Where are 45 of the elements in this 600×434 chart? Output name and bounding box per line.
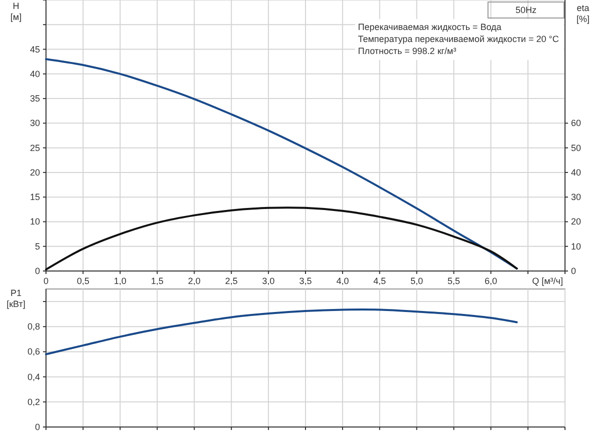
y-tick-label: 0,4 (27, 372, 40, 382)
x-tick-label: 0,5 (76, 276, 90, 286)
y-tick-label: 5 (34, 241, 40, 252)
y2-tick-label: 10 (571, 241, 582, 252)
y-tick-label: 0 (34, 422, 40, 432)
y-tick-label: 30 (30, 118, 40, 128)
annotation: 50Hz (515, 5, 537, 15)
x-tick-label: 1,0 (114, 276, 126, 286)
x-tick-label: 1,5 (150, 276, 164, 286)
x-tick-label: 5,0 (410, 276, 423, 286)
x-tick-label: 0 (43, 276, 49, 286)
y2-tick-label: 60 (571, 118, 582, 128)
y2-tick-label: 30 (571, 192, 582, 202)
y2-tick-label: 0 (571, 266, 576, 276)
y-tick-label: 45 (30, 44, 40, 54)
y2-axis-title: eta [%] (576, 3, 590, 24)
y-tick-label: 20 (30, 167, 40, 178)
y2-tick-label: 50 (571, 142, 582, 153)
annotation: Плотность = 998.2 кг/м³ (358, 46, 456, 56)
annotation: Температура перекачиваемой жидкости = 20 °C (358, 34, 560, 44)
y-tick-label: 0,2 (27, 396, 40, 407)
y-tick-label: 40 (30, 68, 40, 79)
y-tick-label: 0,8 (27, 322, 40, 332)
x-tick-label: 5,5 (448, 276, 460, 286)
x-tick-label: 2,5 (225, 276, 238, 286)
line-series (45, 308, 518, 356)
y-tick-label: 10 (30, 216, 40, 227)
x-tick-label: 3,5 (299, 276, 312, 286)
y-tick-label: 0,6 (27, 346, 40, 357)
line-series (45, 206, 518, 271)
y-tick-label: 15 (30, 192, 40, 202)
annotation: Перекачиваемая жидкость = Вода (358, 22, 502, 32)
x-tick-label: 4,5 (373, 276, 386, 286)
x-tick-label: 6,0 (484, 276, 498, 286)
x-tick-label: 3,0 (262, 276, 275, 286)
y-axis-title: H [м] (10, 1, 22, 22)
x-tick-label: 4,0 (336, 276, 349, 286)
y-axis-title: P1 [кВт] (6, 288, 26, 309)
x-tick-label: 2,0 (188, 276, 201, 286)
y-tick-label: 35 (30, 94, 40, 104)
y2-tick-label: 40 (571, 167, 582, 178)
y-tick-label: 0 (34, 266, 40, 276)
y2-tick-label: 20 (571, 216, 582, 227)
y-tick-label: 25 (30, 142, 40, 153)
x-axis-title: Q [м³/ч] (532, 276, 563, 286)
